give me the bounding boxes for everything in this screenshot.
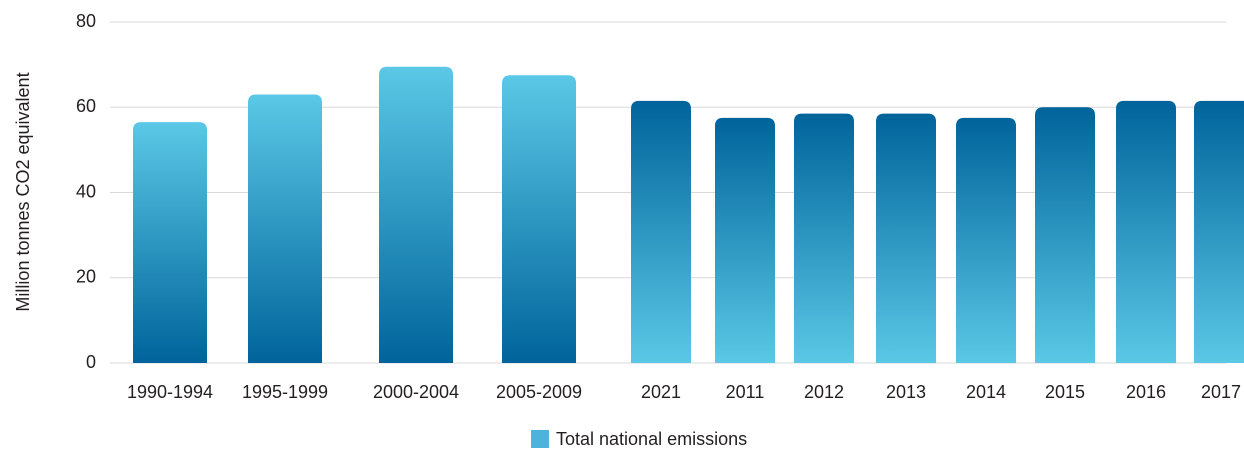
bar-2017 (1194, 100, 1244, 363)
x-tick-label: 2000-2004 (373, 382, 459, 402)
legend-label: Total national emissions (556, 429, 747, 449)
x-tick-label: 2014 (966, 382, 1006, 402)
x-tick-label: 2011 (726, 382, 765, 402)
bar-2000-2004 (379, 66, 453, 363)
bar-2016 (1116, 100, 1176, 363)
y-tick-label: 80 (76, 11, 96, 31)
y-axis-ticks: 0 20 40 60 80 (76, 11, 96, 372)
x-tick-label: 2013 (886, 382, 926, 402)
bar-1995-1999 (248, 94, 322, 364)
x-tick-label: 2005-2009 (496, 382, 582, 402)
y-tick-label: 60 (76, 96, 96, 116)
x-tick-label: 2017 (1201, 382, 1241, 402)
x-tick-label: 2012 (804, 382, 844, 402)
legend: Total national emissions (531, 429, 747, 449)
y-axis-label: Million tonnes CO2 equivalent (13, 72, 33, 311)
y-tick-label: 20 (76, 267, 96, 287)
bar-2015 (1035, 107, 1095, 363)
x-tick-label: 2015 (1045, 382, 1085, 402)
x-tick-label: 2016 (1126, 382, 1166, 402)
bar-2005-2009 (502, 75, 576, 363)
x-tick-label: 2021 (641, 382, 681, 402)
bar-2021 (631, 100, 691, 363)
bar-2012 (794, 113, 854, 363)
bar-2014 (956, 117, 1016, 363)
y-tick-label: 40 (76, 181, 96, 201)
bars (133, 66, 1244, 364)
x-axis-ticks: 1990-1994 1995-1999 2000-2004 2005-2009 2021… (127, 382, 1241, 402)
bar-1990-1994 (133, 122, 207, 363)
x-tick-label: 1990-1994 (127, 382, 213, 402)
x-tick-label: 1995-1999 (242, 382, 328, 402)
y-tick-label: 0 (86, 352, 96, 372)
legend-swatch (531, 430, 549, 448)
bar-2013 (876, 113, 936, 363)
bar-2011 (715, 117, 775, 363)
